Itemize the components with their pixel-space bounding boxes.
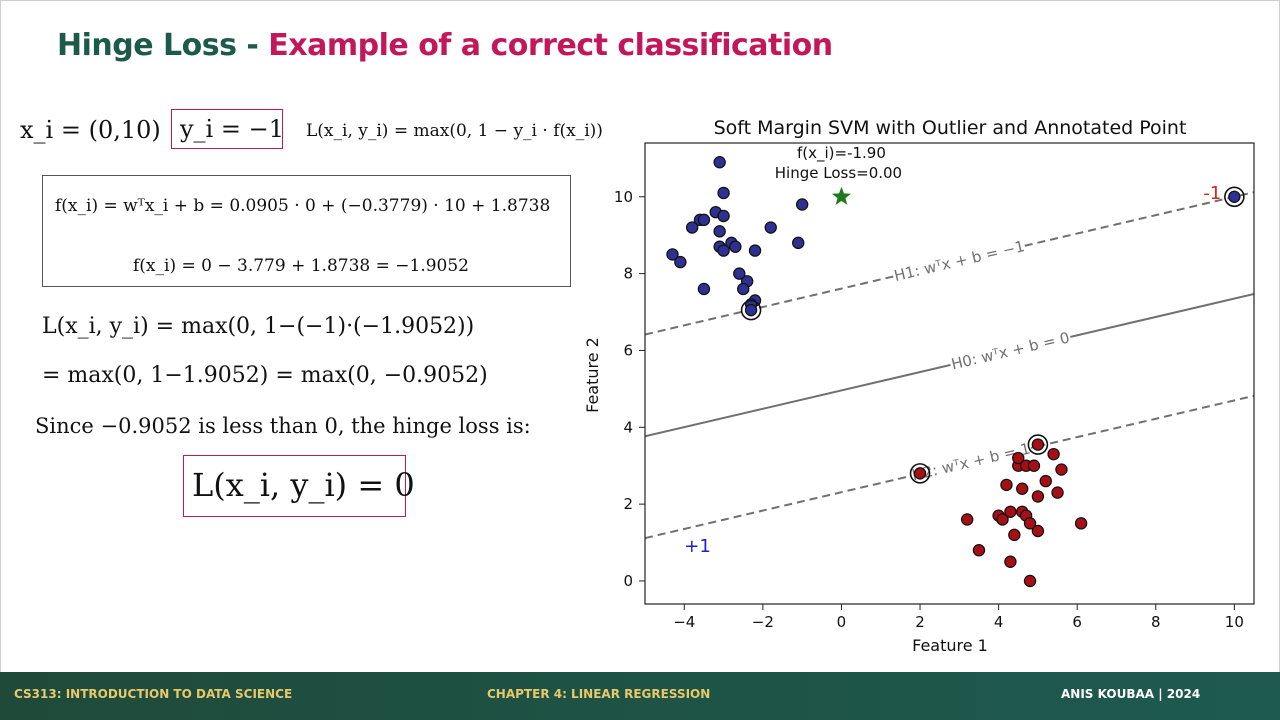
positive-class-label: +1: [684, 536, 711, 557]
result-box: L(x_i, y_i) = 0: [183, 455, 415, 517]
since-statement: Since −0.9052 is less than 0, the hinge …: [35, 414, 531, 438]
h0-label: H0: wᵀx + b = 0: [950, 328, 1072, 373]
outlier-point: [1228, 190, 1241, 203]
positive-class-point: [1031, 438, 1045, 451]
h0-label-bg: [948, 327, 1073, 373]
f-line-1: f(x_i) = wᵀx_i + b = 0.0905 · 0 + (−0.37…: [55, 196, 551, 216]
positive-class-point: [1031, 490, 1045, 503]
positive-class-point: [996, 513, 1009, 526]
negative-class-point: [666, 248, 679, 261]
h2-label-bg: [908, 438, 1033, 484]
negative-class-point: [713, 156, 726, 169]
x-axis-label: Feature 1: [912, 636, 988, 655]
annotated-point-star-icon: [831, 186, 851, 205]
yi-box: y_i = −1: [171, 109, 284, 149]
positive-class-point: [1000, 478, 1013, 492]
title-part-1: Hinge Loss -: [57, 28, 269, 63]
negative-class-point: [748, 244, 762, 257]
footer-author: ANIS KOUBAA | 2024: [1061, 687, 1201, 701]
y-tick-label: 6: [623, 341, 633, 359]
x-tick-label: 2: [915, 613, 925, 631]
negative-class-point: [792, 236, 805, 250]
positive-class-point: [1074, 517, 1088, 530]
h1-label-group: H1: wᵀx + b = −1: [892, 236, 1026, 285]
y-tick-label: 2: [623, 495, 633, 513]
y-tick-label: 8: [623, 265, 633, 283]
h1-label: H1: wᵀx + b = −1: [892, 237, 1026, 285]
support-vector-ring: [1027, 434, 1049, 455]
negative-class-point: [733, 267, 746, 280]
y-tick-label: 10: [614, 188, 633, 206]
support-vector-ring: [909, 463, 931, 484]
negative-class-point: [697, 282, 711, 296]
negative-class-point: [717, 186, 730, 200]
x-tick-label: 10: [1225, 613, 1244, 631]
outlier-class-label: -1: [1203, 183, 1221, 204]
footer-chapter: CHAPTER 4: LINEAR REGRESSION: [487, 687, 711, 701]
loss-line-2: = max(0, 1−1.9052) = max(0, −0.9052): [42, 363, 488, 388]
positive-class-point: [1047, 447, 1060, 461]
x-tick-label: 4: [994, 613, 1004, 631]
positive-class-point: [1015, 482, 1029, 495]
positive-class-point: [1004, 505, 1017, 518]
x-tick-label: −2: [752, 613, 774, 631]
negative-class-point: [717, 209, 730, 223]
positive-class-point: [1039, 474, 1052, 488]
x-tick-label: 6: [1072, 613, 1082, 631]
x-tick-label: 0: [837, 613, 847, 631]
negative-class-point: [744, 303, 758, 317]
x-tick-label: 8: [1151, 613, 1161, 631]
decision-boundary-line: [645, 293, 1254, 438]
loss-line-1: L(x_i, y_i) = max(0, 1−(−1)·(−1.9052)): [42, 314, 475, 339]
negative-class-point: [674, 255, 687, 269]
chart-title: Soft Margin SVM with Outlier and Annotat…: [714, 117, 1187, 139]
negative-class-point: [713, 225, 726, 238]
y-tick-label: 4: [623, 418, 633, 436]
positive-class-point: [1023, 574, 1037, 588]
annotation-f-value: f(x_i)=-1.90: [797, 144, 886, 163]
positive-class-point: [1012, 451, 1025, 465]
negative-class-point: [729, 240, 742, 253]
f-computation-box: f(x_i) = wᵀx_i + b = 0.0905 · 0 + (−0.37…: [42, 175, 571, 287]
positive-class-point: [1008, 528, 1021, 542]
positive-class-point: [972, 544, 986, 557]
negative-class-point: [685, 221, 699, 234]
plot-frame: [644, 142, 1255, 605]
loss-definition: L(x_i, y_i) = max(0, 1 − y_i · f(x_i)): [306, 121, 603, 141]
negative-class-point: [717, 244, 730, 257]
svm-scatter-chart: Soft Margin SVM with Outlier and Annotat…: [583, 117, 1255, 655]
support-vector-ring: [1224, 186, 1245, 208]
negative-class-point: [697, 213, 711, 227]
footer-bar: CS313: INTRODUCTION TO DATA SCIENCE CHAP…: [0, 672, 1280, 720]
annotation-hinge-loss: Hinge Loss=0.00: [775, 164, 902, 182]
positive-class-point: [960, 513, 974, 526]
positive-class-point: [1055, 463, 1068, 476]
title-part-2: Example of a correct classification: [268, 28, 833, 63]
negative-class-point: [737, 282, 750, 296]
positive-class-point: [1004, 555, 1017, 568]
footer-course: CS313: INTRODUCTION TO DATA SCIENCE: [14, 687, 293, 701]
xi-definition: x_i = (0,10): [20, 116, 161, 144]
f-line-2: f(x_i) = 0 − 3.779 + 1.8738 = −1.9052: [133, 256, 469, 276]
support-vector-ring: [740, 299, 762, 321]
h1-label-bg: [893, 236, 1026, 284]
positive-class-point: [1051, 486, 1064, 499]
positive-class-point: [1027, 459, 1041, 472]
slide-title: Hinge Loss - Example of a correct classi…: [57, 28, 833, 63]
positive-class-point: [1031, 524, 1045, 538]
loss-result: L(x_i, y_i) = 0: [192, 466, 415, 504]
positive-class-point: [913, 467, 927, 480]
yi-definition: y_i = −1: [180, 115, 284, 143]
h0-label-group: H0: wᵀx + b = 0: [948, 327, 1073, 373]
y-tick-label: 0: [623, 572, 633, 590]
x-tick-label: −4: [673, 613, 695, 631]
negative-class-point: [795, 198, 809, 211]
negative-class-point: [764, 221, 777, 234]
positive-class-point: [1023, 517, 1037, 530]
y-axis-label: Feature 2: [583, 337, 602, 413]
